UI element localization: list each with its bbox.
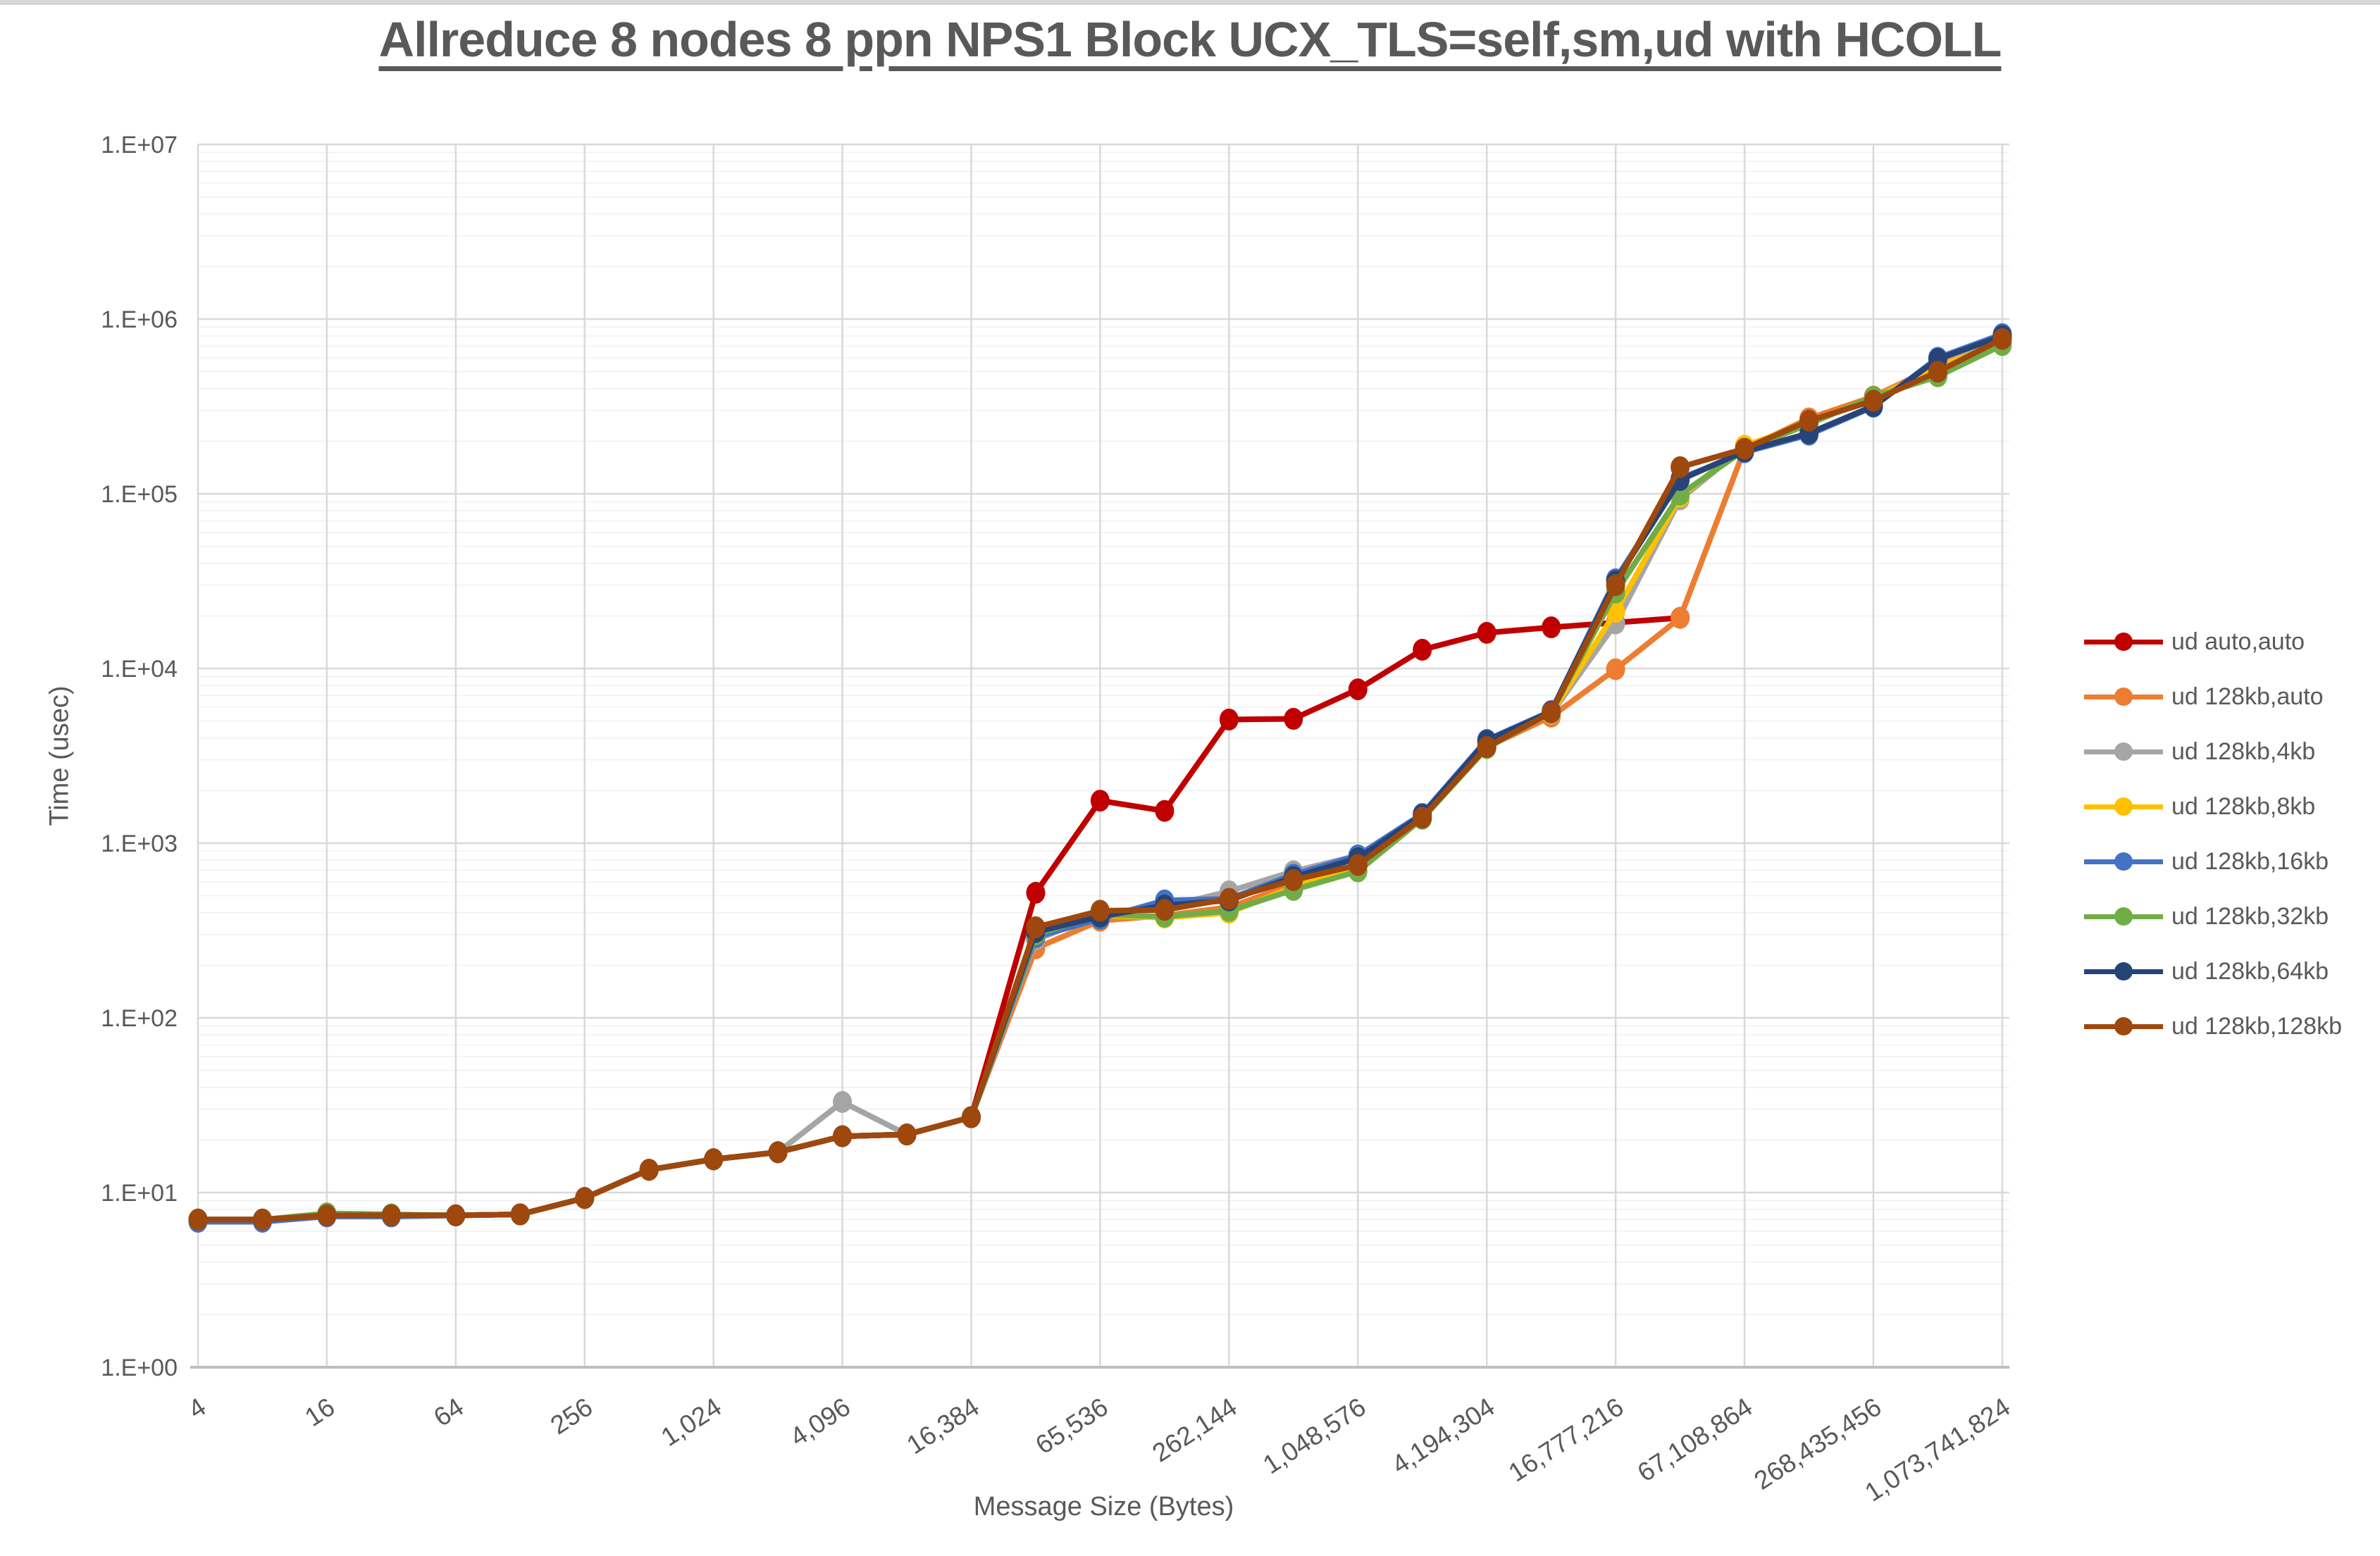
legend-item: ud auto,auto: [2084, 614, 2342, 669]
x-axis-title: Message Size (Bytes): [973, 1492, 1234, 1521]
data-point-marker: [1542, 616, 1561, 639]
data-point-marker: [510, 1203, 530, 1226]
x-tick-label: 65,536: [1031, 1392, 1113, 1459]
legend-label: ud 128kb,4kb: [2171, 737, 2316, 765]
x-tick-label: 4,194,304: [1387, 1392, 1499, 1479]
x-tick-label: 4: [183, 1392, 211, 1424]
x-tick-label: 262,144: [1147, 1392, 1242, 1467]
legend-item: ud 128kb,16kb: [2084, 834, 2342, 889]
data-point-marker: [188, 1208, 208, 1231]
data-point-marker: [1928, 361, 1947, 383]
data-point-marker: [1155, 899, 1174, 921]
data-point-marker: [1477, 736, 1496, 758]
data-point-marker: [1348, 678, 1368, 701]
series-marker-icon: [2084, 962, 2163, 981]
y-tick-label: 1.E+00: [101, 1355, 178, 1381]
data-point-marker: [253, 1208, 272, 1231]
series-marker-icon: [2084, 633, 2163, 651]
legend-label: ud 128kb,128kb: [2171, 1012, 2342, 1040]
series-marker-icon: [2084, 687, 2163, 706]
data-point-marker: [1799, 409, 1818, 432]
legend-item: ud 128kb,64kb: [2084, 944, 2342, 999]
data-point-marker: [1477, 621, 1496, 644]
y-axis-tick-labels: 1.E+00 1.E+01 1.E+02 1.E+03 1.E+04 1.E+05 1.E+…: [101, 132, 178, 1381]
legend-item: ud 128kb,32kb: [2084, 889, 2342, 944]
legend-label: ud auto,auto: [2171, 628, 2305, 655]
x-tick-label: 1,048,576: [1258, 1392, 1370, 1479]
x-tick-label: 256: [545, 1392, 597, 1440]
data-point-marker: [1671, 456, 1690, 478]
data-point-marker: [962, 1106, 981, 1128]
data-point-marker: [1864, 390, 1883, 412]
legend-item: ud 128kb,auto: [2084, 669, 2342, 724]
x-tick-label: 1,073,741,824: [1859, 1392, 2015, 1507]
series-marker-icon: [2084, 742, 2163, 761]
y-tick-label: 1.E+04: [101, 656, 178, 683]
legend-label: ud 128kb,32kb: [2171, 902, 2329, 930]
data-point-marker: [575, 1187, 595, 1209]
data-point-marker: [317, 1204, 337, 1226]
legend: ud auto,auto ud 128kb,auto ud 128kb,4kb …: [2084, 614, 2342, 1054]
data-point-marker: [1026, 916, 1046, 938]
legend-label: ud 128kb,16kb: [2171, 847, 2329, 875]
legend-item: ud 128kb,8kb: [2084, 779, 2342, 834]
x-tick-label: 1,024: [656, 1392, 726, 1452]
data-point-marker: [1413, 638, 1432, 661]
data-point-marker: [1090, 790, 1110, 812]
y-tick-label: 1.E+06: [101, 306, 178, 333]
series-marker-icon: [2084, 1017, 2163, 1035]
data-point-marker: [1155, 799, 1174, 822]
y-tick-label: 1.E+03: [101, 830, 178, 857]
data-point-marker: [768, 1141, 788, 1164]
data-point-marker: [1348, 854, 1368, 876]
legend-item: ud 128kb,128kb: [2084, 999, 2342, 1054]
series-marker-icon: [2084, 907, 2163, 926]
legend-label: ud 128kb,auto: [2171, 683, 2324, 710]
series-ud-128kb-128kb: [188, 328, 2012, 1231]
x-tick-label: 16: [299, 1392, 340, 1432]
data-point-marker: [1219, 888, 1239, 910]
series-ud-auto-auto: [188, 606, 1690, 1231]
data-point-marker: [833, 1090, 853, 1113]
gridlines: [197, 143, 2009, 1369]
x-tick-label: 67,108,864: [1632, 1392, 1758, 1487]
y-tick-label: 1.E+01: [101, 1180, 178, 1207]
x-tick-label: 16,384: [902, 1392, 984, 1459]
data-point-marker: [897, 1124, 917, 1146]
data-point-marker: [1284, 869, 1303, 891]
data-point-marker: [446, 1204, 466, 1226]
chart-title: Allreduce 8 nodes 8 ppn NPS1 Block UCX_T…: [378, 12, 2002, 67]
x-tick-label: 4,096: [785, 1392, 855, 1452]
data-point-marker: [1219, 709, 1239, 730]
data-point-marker: [1735, 437, 1754, 460]
series-marker-icon: [2084, 852, 2163, 871]
data-point-marker: [1992, 328, 2012, 350]
data-point-marker: [1606, 574, 1625, 597]
data-point-marker: [1542, 701, 1561, 723]
data-point-marker: [833, 1125, 853, 1147]
legend-item: ud 128kb,4kb: [2084, 724, 2342, 779]
x-tick-label: 64: [428, 1392, 469, 1432]
legend-label: ud 128kb,8kb: [2171, 792, 2316, 820]
data-point-marker: [1026, 881, 1046, 904]
data-point-marker: [704, 1148, 724, 1171]
data-point-marker: [1671, 606, 1690, 629]
y-axis-title: Time (usec): [44, 685, 75, 826]
data-point-marker: [1413, 807, 1432, 829]
x-tick-label: 16,777,216: [1504, 1392, 1629, 1487]
data-point-marker: [1090, 900, 1110, 922]
y-tick-label: 1.E+05: [101, 481, 178, 508]
series-marker-icon: [2084, 797, 2163, 816]
data-point-marker: [1284, 708, 1303, 730]
y-tick-label: 1.E+07: [101, 132, 178, 158]
x-axis-tick-labels: 4 16 64 256 1,024 4,096 16,384 65,536 262,144 1,0…: [183, 1392, 2015, 1507]
data-point-marker: [1606, 658, 1625, 680]
data-point-marker: [381, 1204, 401, 1226]
y-tick-label: 1.E+02: [101, 1005, 178, 1032]
window-top-edge: [0, 0, 2380, 5]
data-point-marker: [639, 1159, 659, 1181]
legend-label: ud 128kb,64kb: [2171, 957, 2329, 985]
